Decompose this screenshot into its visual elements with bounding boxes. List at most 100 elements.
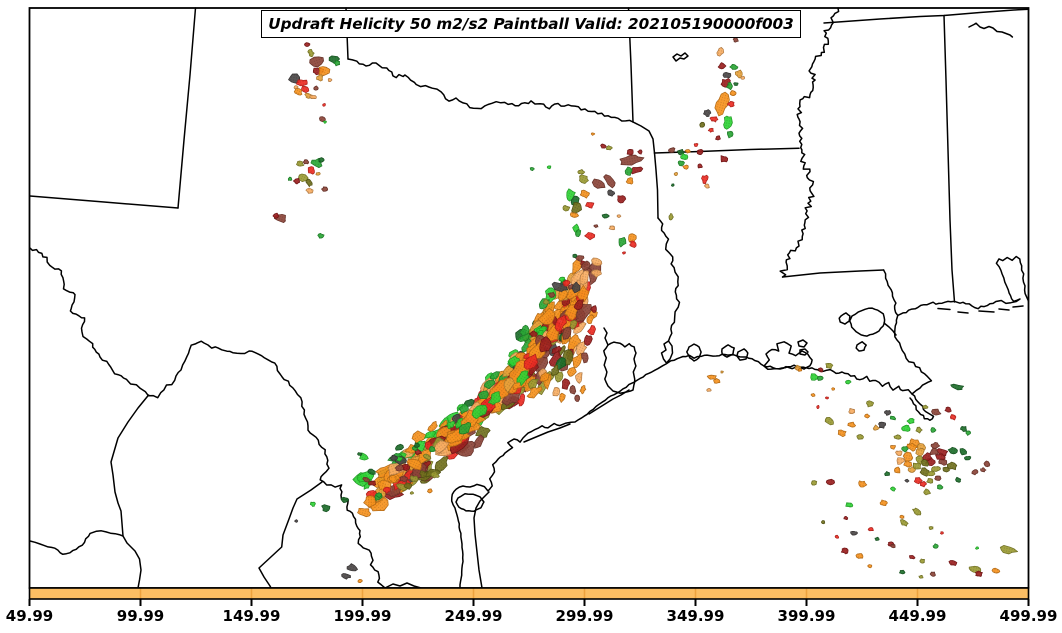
paintball-blob-stipple [903,460,912,467]
paintball-blob-stipple [821,520,825,524]
paintball-blob-stipple [991,568,1000,574]
paintball-blob-stipple [591,132,595,136]
paintball-blob-stipple [575,372,583,384]
paintball-blob-stipple [617,214,621,218]
paintball-blob-stipple [308,166,315,175]
paintball-blob-stipple [699,122,705,128]
paintball-blob-stipple [517,332,530,342]
paintball-blob-stipple [680,153,688,160]
paintball-blob-stipple [357,579,363,583]
paintball-blob-stipple [310,502,316,507]
paintball-blob-stipple [293,178,300,184]
paintball-blob-stipple [368,481,376,486]
border-calcasieu-lake [686,343,702,362]
paintball-blob-stipple [884,410,891,416]
paintball-blob-stipple [950,384,964,390]
paintball-blob-stipple [943,467,950,473]
paintball-blob-stipple [341,497,349,503]
paintball-blob-stipple [272,213,279,219]
paintball-blob-stipple [894,466,900,473]
paintball-blob-stipple [895,450,903,456]
paintball-blob-stipple [577,285,590,302]
paintball-blob-stipple [609,225,615,230]
border-la-ms-lat31 [781,269,885,278]
paintball-blob-stipple [580,190,590,199]
paintball-blob-stipple [527,386,543,398]
paintball-blob-stipple [464,399,475,407]
paintball-blob-stipple [572,258,582,275]
paintball-blob-stipple [579,385,586,394]
paintball-blob-stipple [630,167,643,174]
paintball-blob-stipple [723,116,733,130]
border-nm-tx-east [177,7,197,209]
paintball-blob-stipple [868,527,874,531]
paintball-blob-stipple [328,78,332,82]
paintball-blob-stipple [347,563,358,571]
paintball-blob-stipple [429,446,436,452]
paintball-blob-stipple [357,508,371,517]
paintball-blob-stipple [940,531,944,535]
paintball-blob-stipple [727,101,735,107]
paintball-blob-stipple [838,429,847,437]
border-barrier-island-3 [978,310,995,313]
border-tx-ar-corner [632,121,656,154]
paintball-blob-stipple [395,464,405,472]
colorbar-tick-label: 499.99 [1000,607,1058,625]
paintball-blob-stipple [947,462,957,470]
colorbar-outline [28,587,1030,600]
paintball-blob-stipple [307,49,315,57]
paintball-blob-stipple [718,62,726,69]
border-tx-la-straight [653,152,659,219]
paintball-blob-stipple [478,390,489,399]
paintball-blob-stipple [466,420,481,434]
paintball-blob-stipple [529,330,538,337]
paintball-blob-stipple [414,442,420,448]
paintball-blob-stipple [966,430,971,436]
paintball-blob-stipple [740,76,745,80]
paintball-blob-stipple [713,378,720,384]
paintball-blob-stipple [555,357,566,371]
paintball-blob-stipple [410,475,418,482]
paintball-blob-stipple [303,159,309,164]
border-lake-maurepas [838,312,851,325]
paintball-blob-stipple [294,519,298,523]
paintball-blob-stipple [948,447,958,454]
paintball-blob-stipple [929,526,934,530]
colorbar-bar [29,588,1029,599]
paintball-blob-stipple [817,376,824,381]
paintball-blob-stipple [592,178,606,189]
paintball-blob-stipple [301,86,309,93]
paintball-blob-stipple [708,128,714,133]
border-mx-coast-bottom [384,582,422,589]
paintball-blob-stipple [697,163,703,168]
paintball-blob-stipple [566,188,576,202]
paintball-blob-stipple [864,414,870,419]
paintball-blob-stipple [585,202,594,209]
paintball-blob-stipple [884,471,890,476]
paintball-blob-stipple [584,335,593,346]
colorbar-tick-label: 249.99 [445,607,503,625]
paintball-blob-stipple [375,492,382,498]
paintball-blob-stipple [607,189,615,197]
paintball-blob-stipple [427,488,433,493]
paintball-blob-stipple [811,393,815,397]
paintball-blob-stipple [294,85,299,89]
border-mx-border-2 [29,530,124,556]
paintball-blob-stipple [318,66,330,76]
border-pearl-river [882,269,899,317]
paintball-blob-stipple [484,380,495,389]
paintball-blob-stipple [735,70,743,79]
paintball-blob-stipple [926,478,933,484]
paintball-blob-stipple [581,352,589,363]
paintball-blob-stipple [668,147,675,153]
paintball-blob-stipple [572,254,577,258]
paintball-blob-stipple [305,188,314,194]
paintball-blob-stipple [584,232,595,240]
paintball-blob-stipple [322,103,326,107]
paintball-blob-stipple [703,109,711,117]
paintball-blob-stipple [316,74,323,82]
paintball-blob-stipple [568,334,581,352]
border-corpus-bay [455,492,485,513]
map-title-box: Updraft Helicity 50 m2/s2 Paintball Vali… [261,10,801,38]
paintball-blob-stipple [580,269,589,285]
